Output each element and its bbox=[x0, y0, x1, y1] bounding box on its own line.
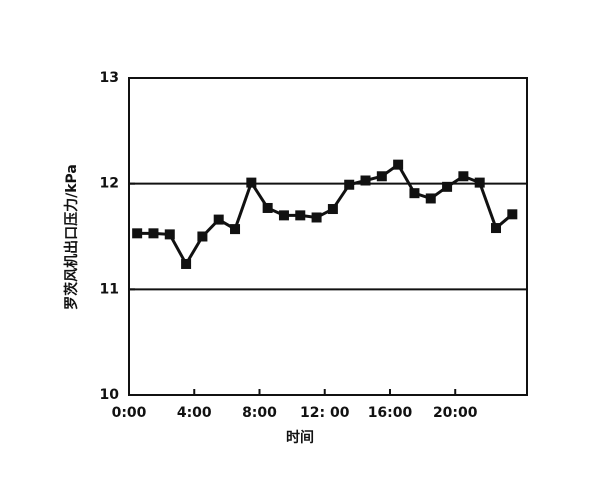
data-point bbox=[197, 231, 208, 242]
data-point bbox=[458, 171, 469, 182]
data-point bbox=[181, 258, 192, 269]
data-point bbox=[295, 210, 306, 221]
data-point bbox=[409, 188, 420, 199]
x-tick-label: 12: 00 bbox=[300, 405, 350, 421]
data-point bbox=[491, 223, 502, 234]
data-point bbox=[344, 179, 355, 190]
data-point bbox=[148, 228, 159, 239]
data-point bbox=[507, 209, 518, 220]
data-point bbox=[164, 229, 175, 240]
y-axis-label: 罗茨风机出口压力/kPa bbox=[63, 164, 80, 310]
data-point bbox=[311, 212, 322, 223]
data-point bbox=[278, 210, 289, 221]
data-point bbox=[474, 177, 485, 188]
y-tick-label: 13 bbox=[100, 70, 119, 86]
data-line bbox=[137, 162, 514, 267]
data-point bbox=[327, 204, 338, 215]
x-tick-label: 0:00 bbox=[112, 405, 147, 421]
data-point bbox=[360, 175, 371, 186]
x-tick-label: 4:00 bbox=[177, 405, 212, 421]
x-tick-label: 8:00 bbox=[242, 405, 277, 421]
x-tick-label: 20:00 bbox=[433, 405, 478, 421]
y-tick-label: 11 bbox=[100, 281, 119, 297]
x-tick-label: 16:00 bbox=[368, 405, 413, 421]
x-axis-label: 时间 bbox=[286, 429, 314, 446]
data-point bbox=[262, 202, 273, 213]
plot-frame bbox=[128, 77, 528, 396]
data-point bbox=[376, 171, 387, 182]
data-point bbox=[213, 214, 224, 225]
y-tick-label: 12 bbox=[100, 176, 119, 192]
y-tick-label: 10 bbox=[100, 387, 120, 403]
data-point bbox=[425, 193, 436, 204]
data-point bbox=[246, 177, 257, 188]
data-point bbox=[230, 224, 241, 235]
data-point bbox=[442, 181, 453, 192]
data-point bbox=[132, 228, 143, 239]
data-point bbox=[393, 159, 404, 170]
